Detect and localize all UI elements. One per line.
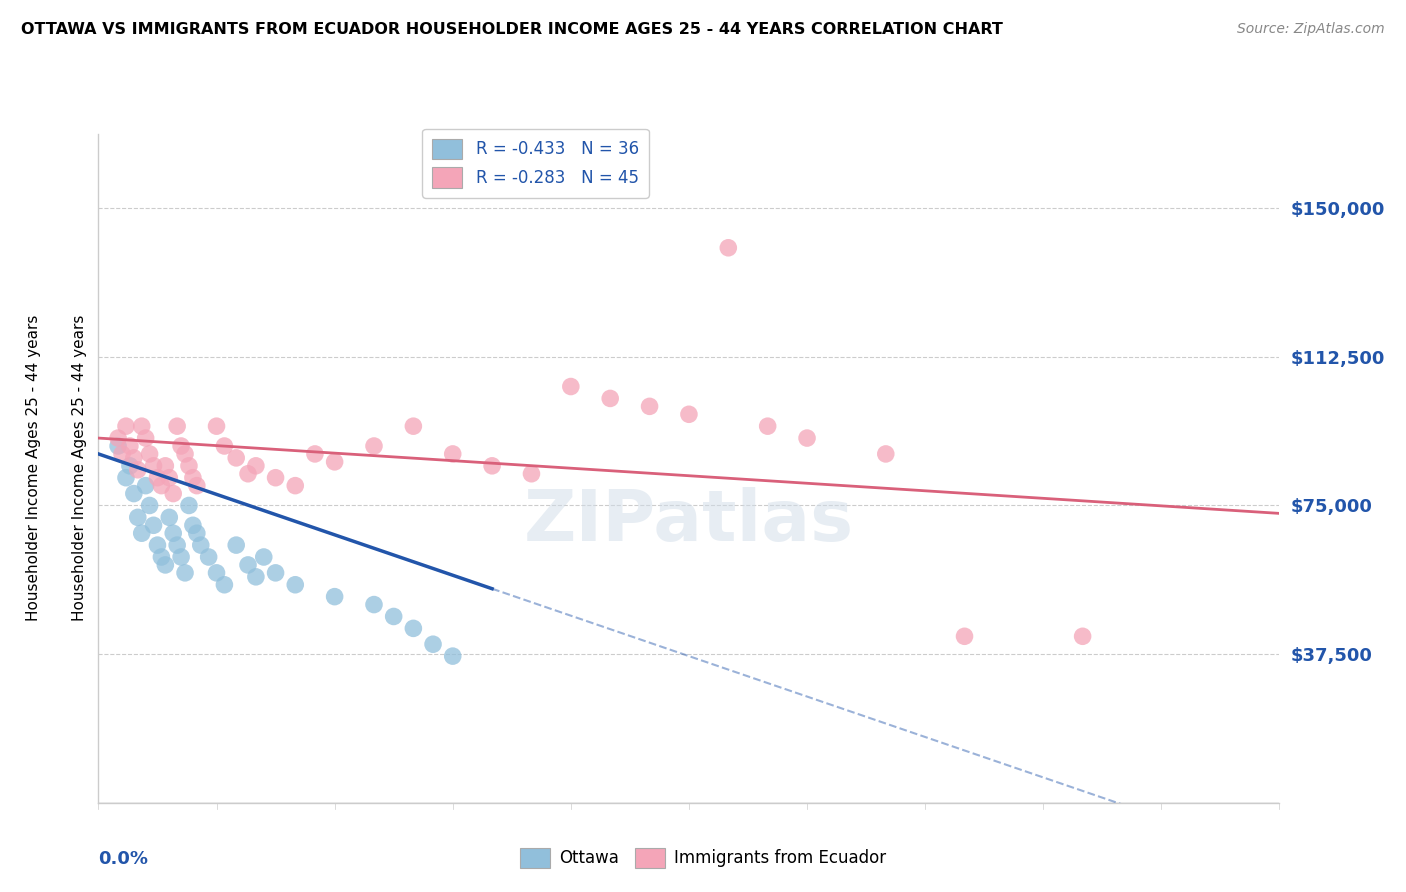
Point xyxy=(135,431,157,445)
Point xyxy=(264,471,287,485)
Point xyxy=(382,609,405,624)
Point xyxy=(796,431,818,445)
Text: OTTAWA VS IMMIGRANTS FROM ECUADOR HOUSEHOLDER INCOME AGES 25 - 44 YEARS CORRELAT: OTTAWA VS IMMIGRANTS FROM ECUADOR HOUSEH… xyxy=(21,22,1002,37)
Point xyxy=(118,458,141,473)
Point xyxy=(138,447,160,461)
Point xyxy=(560,379,582,393)
Point xyxy=(131,419,153,434)
Point xyxy=(107,439,129,453)
Point xyxy=(111,447,134,461)
Point xyxy=(122,450,145,465)
Point xyxy=(162,526,184,541)
Point xyxy=(157,471,180,485)
Point xyxy=(131,526,153,541)
Point xyxy=(127,510,149,524)
Point xyxy=(150,478,173,492)
Point xyxy=(225,538,247,552)
Point xyxy=(264,566,287,580)
Point xyxy=(157,510,180,524)
Point xyxy=(717,241,740,255)
Point xyxy=(162,486,184,500)
Point xyxy=(190,538,212,552)
Point xyxy=(170,439,193,453)
Point xyxy=(142,458,165,473)
Point xyxy=(875,447,897,461)
Point xyxy=(756,419,779,434)
Point xyxy=(245,570,267,584)
Point xyxy=(363,439,385,453)
Point xyxy=(115,419,138,434)
Point xyxy=(402,419,425,434)
Point xyxy=(177,458,200,473)
Point xyxy=(1071,629,1094,643)
Point xyxy=(214,439,236,453)
Point xyxy=(146,471,169,485)
Point xyxy=(170,549,193,564)
Y-axis label: Householder Income Ages 25 - 44 years: Householder Income Ages 25 - 44 years xyxy=(72,315,87,622)
Text: 0.0%: 0.0% xyxy=(98,849,149,868)
Point xyxy=(678,407,700,421)
Point xyxy=(142,518,165,533)
Point xyxy=(225,450,247,465)
Point xyxy=(363,598,385,612)
Point xyxy=(953,629,976,643)
Point xyxy=(284,478,307,492)
Point xyxy=(245,458,267,473)
Point xyxy=(638,400,661,414)
Point xyxy=(155,458,177,473)
Point xyxy=(205,419,228,434)
Text: Source: ZipAtlas.com: Source: ZipAtlas.com xyxy=(1237,22,1385,37)
Point xyxy=(236,467,259,481)
Point xyxy=(166,419,188,434)
Legend: R = -0.433   N = 36, R = -0.283   N = 45: R = -0.433 N = 36, R = -0.283 N = 45 xyxy=(422,128,648,198)
Point xyxy=(402,621,425,635)
Point xyxy=(107,431,129,445)
Point xyxy=(214,578,236,592)
Point xyxy=(186,478,208,492)
Point xyxy=(118,439,141,453)
Point xyxy=(236,558,259,572)
Point xyxy=(205,566,228,580)
Point xyxy=(181,518,204,533)
Point xyxy=(599,392,621,406)
Point xyxy=(304,447,326,461)
Point xyxy=(146,538,169,552)
Point xyxy=(138,499,160,513)
Point xyxy=(441,447,464,461)
Point xyxy=(422,637,444,651)
Point xyxy=(186,526,208,541)
Point xyxy=(441,649,464,664)
Point xyxy=(122,486,145,500)
Point xyxy=(127,463,149,477)
Point xyxy=(181,471,204,485)
Point xyxy=(520,467,543,481)
Point xyxy=(481,458,503,473)
Point xyxy=(135,478,157,492)
Legend: Ottawa, Immigrants from Ecuador: Ottawa, Immigrants from Ecuador xyxy=(513,841,893,875)
Point xyxy=(150,549,173,564)
Point xyxy=(174,566,197,580)
Point xyxy=(323,590,346,604)
Text: ZIPatlas: ZIPatlas xyxy=(524,487,853,557)
Point xyxy=(115,471,138,485)
Point xyxy=(323,455,346,469)
Point xyxy=(197,549,219,564)
Point xyxy=(284,578,307,592)
Point xyxy=(177,499,200,513)
Point xyxy=(166,538,188,552)
Point xyxy=(174,447,197,461)
Point xyxy=(253,549,276,564)
Point xyxy=(155,558,177,572)
Text: Householder Income Ages 25 - 44 years: Householder Income Ages 25 - 44 years xyxy=(25,315,41,622)
